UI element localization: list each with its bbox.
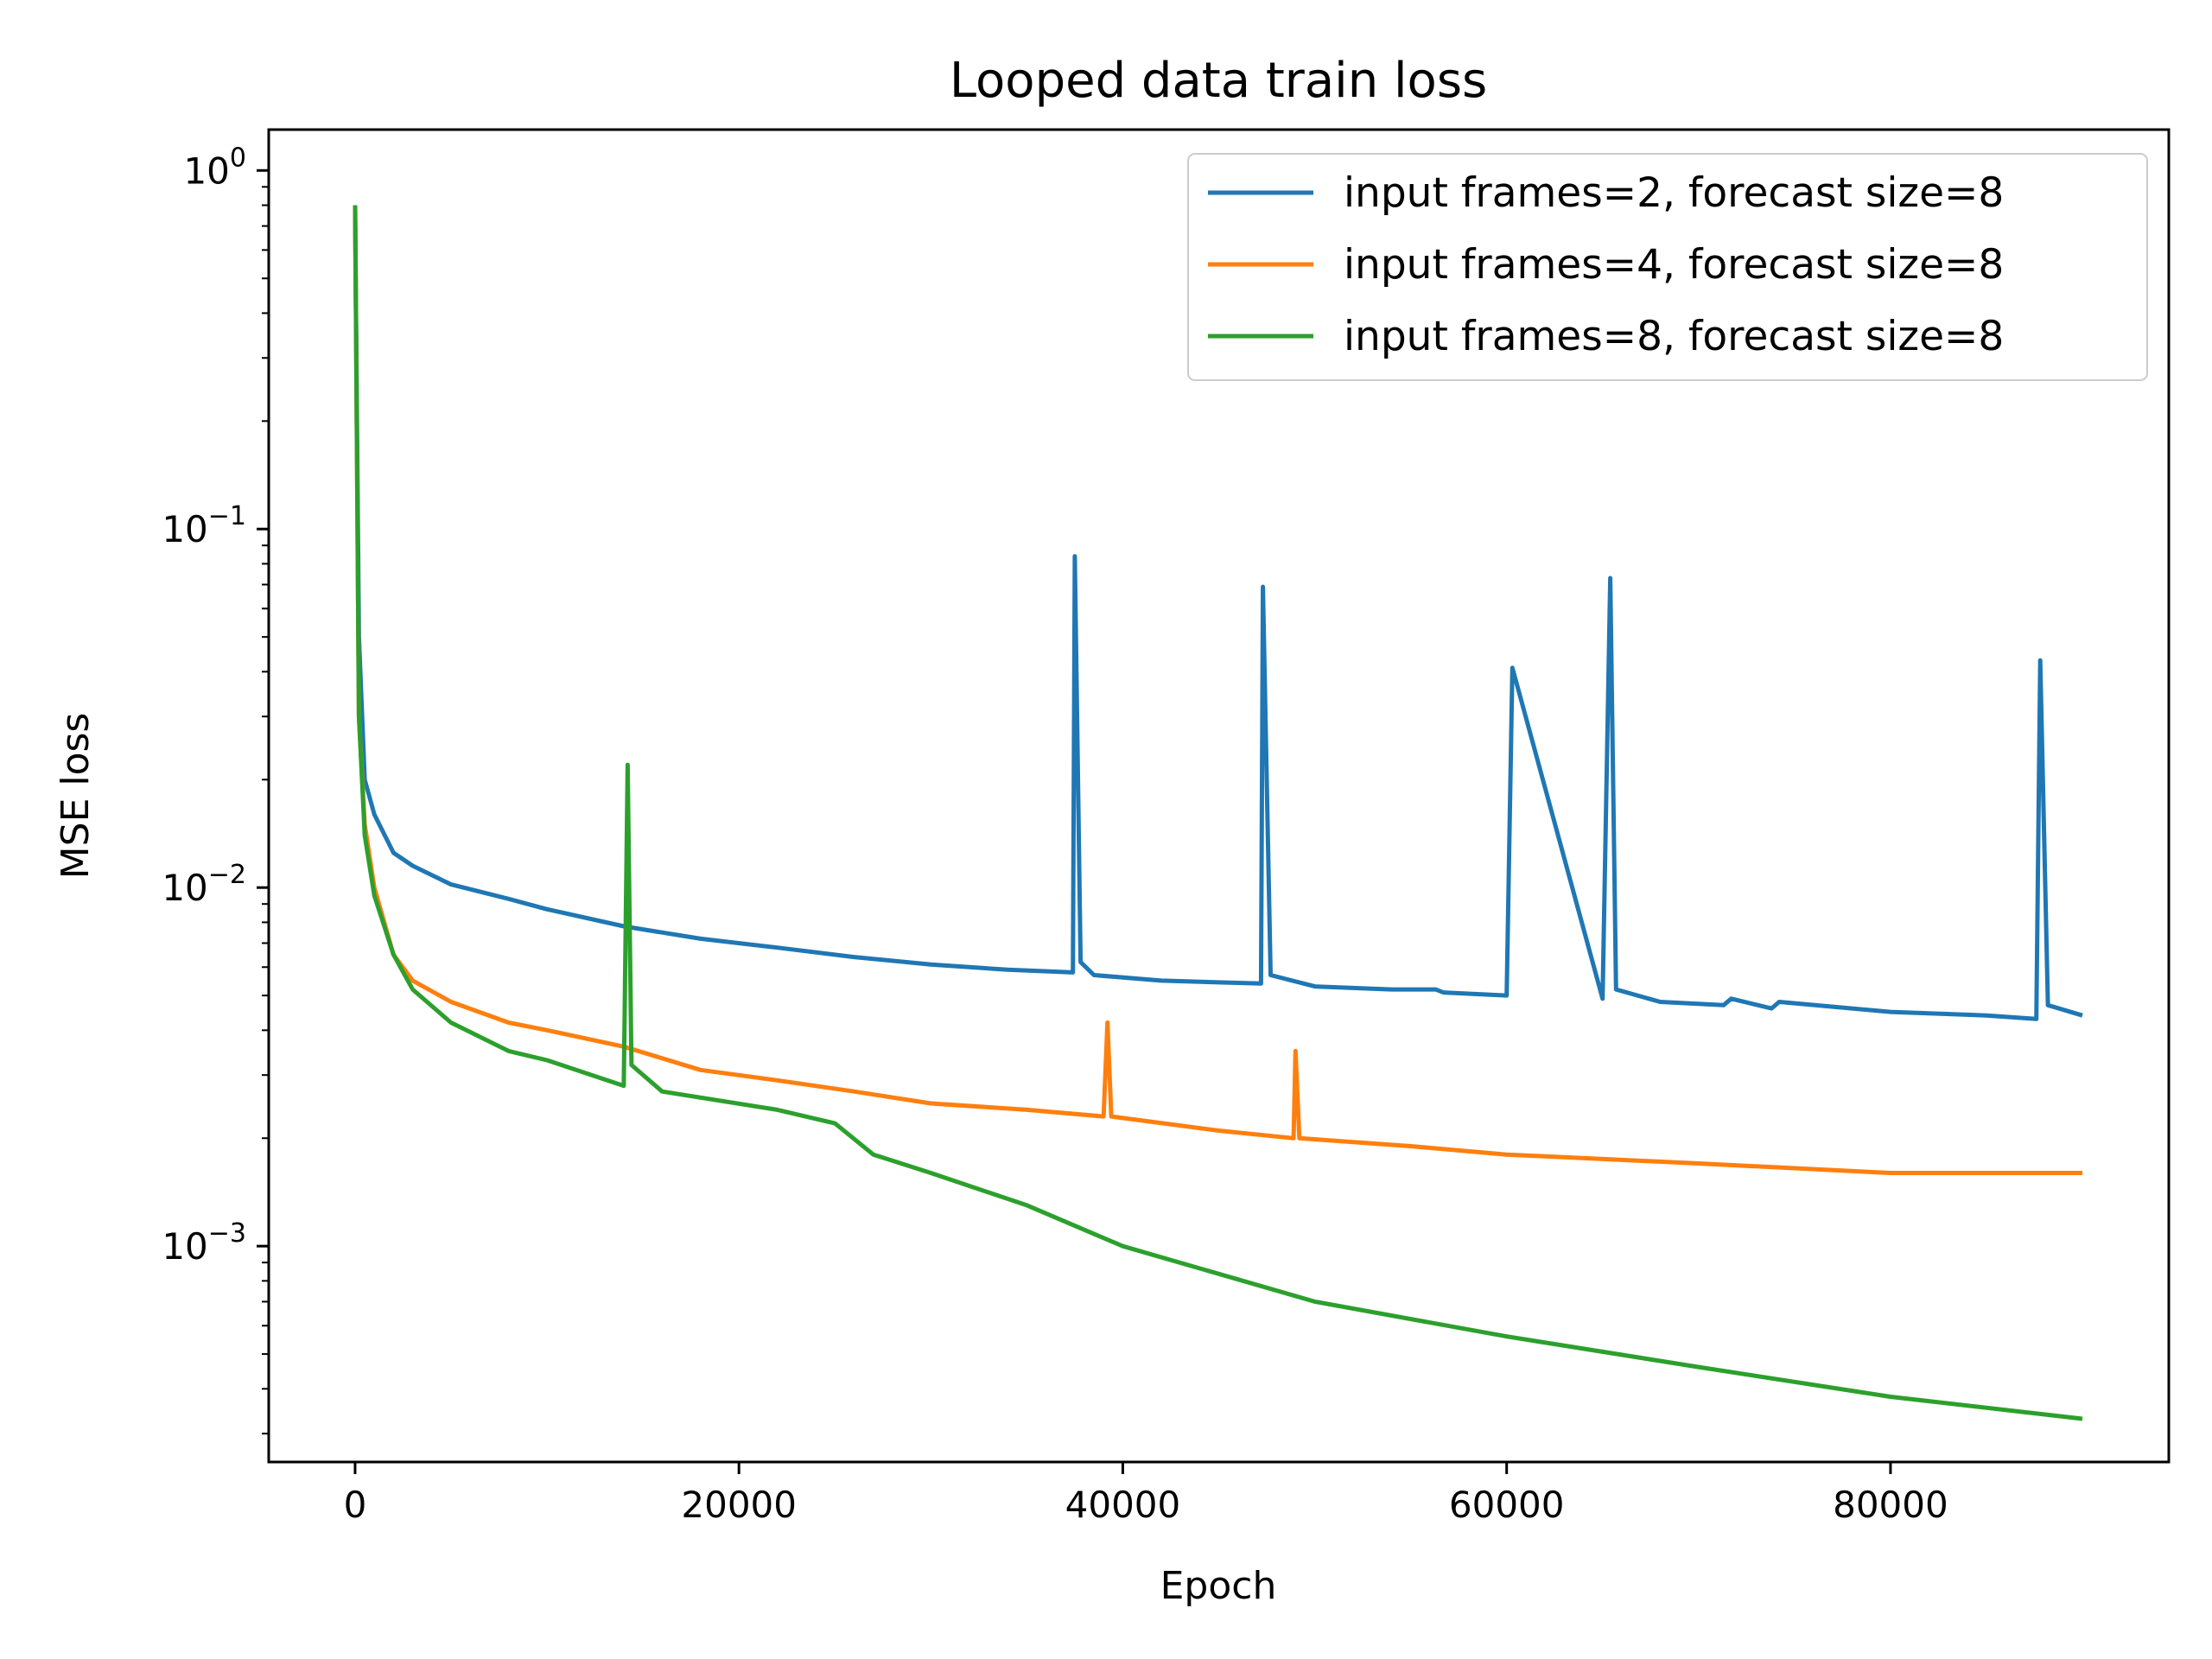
plot-frame bbox=[267, 128, 2171, 1464]
y-tick-label: 10−2 bbox=[162, 860, 246, 909]
legend: input frames=2, forecast size=8 input fr… bbox=[1187, 153, 2148, 381]
x-tick-label: 80000 bbox=[1833, 1484, 1948, 1526]
series-line-1 bbox=[353, 215, 2083, 1021]
y-tick-label: 10−3 bbox=[162, 1218, 246, 1268]
y-tick-label: 10−1 bbox=[162, 501, 246, 550]
series-line-3 bbox=[353, 205, 2083, 1421]
y-axis-label: MSE loss bbox=[54, 713, 98, 880]
y-tick-label: 100 bbox=[183, 143, 246, 192]
x-tick-label: 40000 bbox=[1065, 1484, 1181, 1526]
x-tick-label: 60000 bbox=[1449, 1484, 1565, 1526]
y-axis: 100 10−1 10−2 10−3 bbox=[162, 143, 269, 1435]
legend-label-series-1: input frames=2, forecast size=8 bbox=[1344, 169, 2004, 217]
chart-title: Looped data train loss bbox=[950, 53, 1487, 109]
x-tick-label: 0 bbox=[344, 1484, 367, 1526]
legend-label-series-3: input frames=8, forecast size=8 bbox=[1344, 313, 2004, 360]
x-axis: 0 20000 40000 60000 80000 bbox=[344, 1462, 1948, 1526]
x-tick-label: 20000 bbox=[681, 1484, 797, 1526]
x-axis-label: Epoch bbox=[1160, 1564, 1277, 1608]
legend-label-series-2: input frames=4, forecast size=8 bbox=[1344, 241, 2004, 289]
series-layer bbox=[353, 205, 2083, 1421]
legend-box bbox=[1187, 153, 2148, 381]
